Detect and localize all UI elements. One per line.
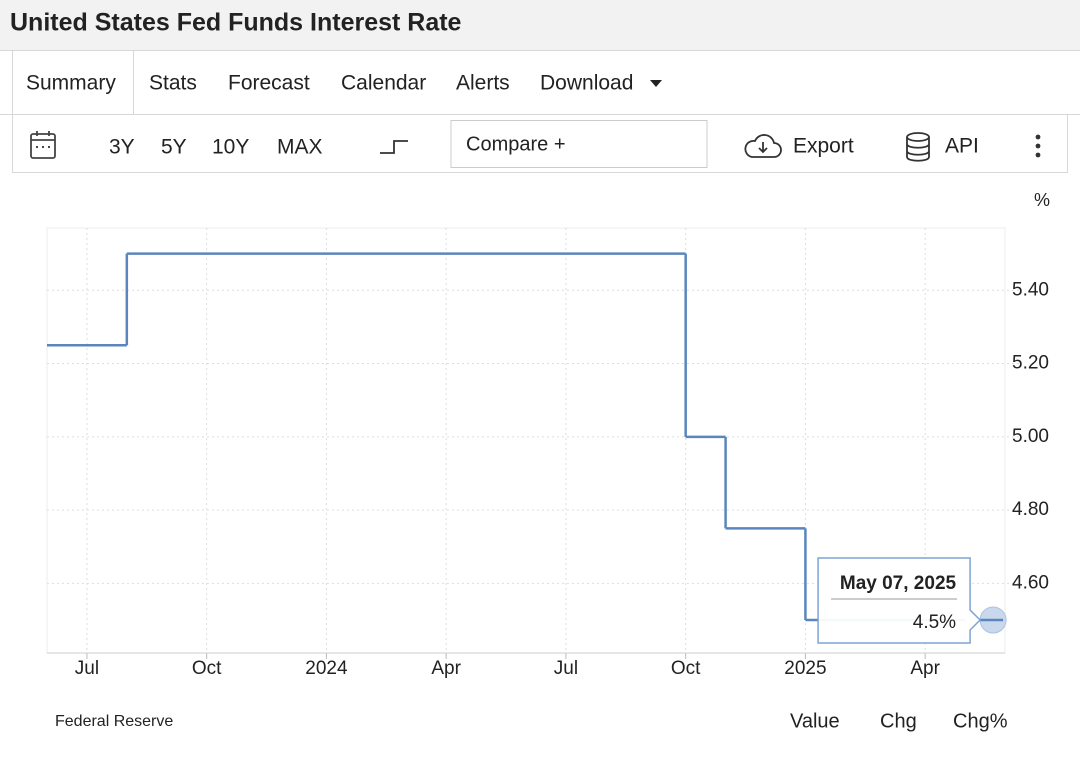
- title-bar: [0, 0, 1080, 50]
- step-icon[interactable]: [380, 140, 408, 154]
- compare-placeholder: Compare +: [466, 133, 566, 155]
- api-button[interactable]: API: [945, 135, 979, 158]
- range-button[interactable]: 3Y: [109, 136, 135, 159]
- page-title: United States Fed Funds Interest Rate: [10, 9, 462, 37]
- y-tick-label: 4.60: [1012, 572, 1049, 593]
- tooltip-value: 4.5%: [913, 612, 956, 633]
- active-tab: [12, 50, 134, 115]
- calendar-icon: [30, 131, 56, 159]
- mode-toggle[interactable]: Chg: [880, 710, 917, 732]
- x-tick-label: Apr: [910, 658, 940, 679]
- dropdown-caret: [650, 80, 662, 87]
- x-tick-label: 2025: [784, 658, 826, 679]
- range-button[interactable]: MAX: [277, 136, 323, 159]
- y-tick-label: 5.20: [1012, 353, 1049, 374]
- y-tick-label: 5.00: [1012, 426, 1049, 447]
- compare-input[interactable]: [450, 120, 708, 168]
- cloud-icon: [744, 134, 782, 158]
- more-icon[interactable]: [1035, 134, 1041, 158]
- database-icon: [906, 132, 930, 162]
- x-tick-label: 2024: [305, 658, 348, 679]
- y-tick-label: 4.80: [1012, 499, 1049, 520]
- tooltip-date: May 07, 2025: [840, 573, 957, 594]
- range-button[interactable]: 10Y: [212, 136, 249, 159]
- y-tick-label: 5.40: [1012, 279, 1049, 300]
- unit-label: %: [1034, 190, 1050, 210]
- mode-toggle[interactable]: Chg%: [953, 710, 1008, 732]
- x-tick-label: Apr: [431, 658, 461, 679]
- tab[interactable]: Summary: [26, 72, 116, 95]
- tab[interactable]: Alerts: [456, 72, 510, 95]
- x-tick-label: Oct: [192, 658, 222, 679]
- tooltip-box: [817, 557, 982, 644]
- source: Federal Reserve: [55, 713, 173, 730]
- tab[interactable]: Download: [540, 72, 633, 95]
- x-tick-label: Jul: [554, 658, 578, 679]
- tab[interactable]: Calendar: [341, 72, 426, 95]
- mode-toggle[interactable]: Value: [790, 710, 840, 732]
- tab[interactable]: Stats: [149, 72, 197, 95]
- x-tick-label: Oct: [671, 658, 701, 679]
- x-tick-label: Jul: [75, 658, 99, 679]
- range-button[interactable]: 5Y: [161, 136, 187, 159]
- export-button[interactable]: Export: [793, 135, 854, 158]
- tab[interactable]: Forecast: [228, 72, 310, 95]
